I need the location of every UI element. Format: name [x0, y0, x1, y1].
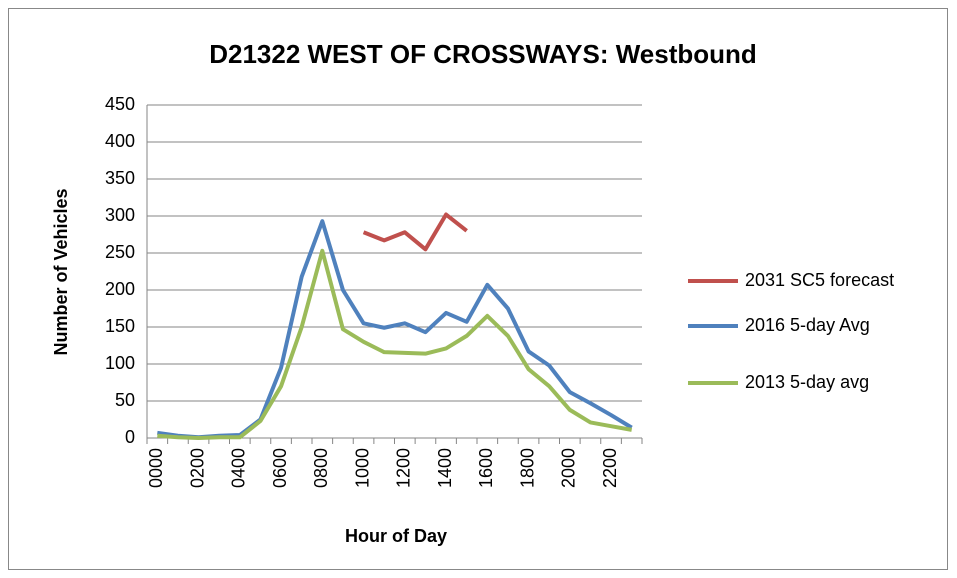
legend-label: 2031 SC5 forecast [745, 270, 894, 290]
series-line [157, 219, 633, 440]
y-tick-label: 450 [105, 94, 135, 114]
y-tick-label: 50 [115, 390, 135, 410]
chart-border [8, 8, 948, 570]
x-tick-label: 1200 [394, 448, 414, 488]
y-tick-label: 150 [105, 316, 135, 336]
y-tick-label: 350 [105, 168, 135, 188]
x-tick-label: 0000 [146, 448, 166, 488]
x-tick-label: 1000 [352, 448, 372, 488]
x-tick-label: 0200 [187, 448, 207, 488]
series-line [157, 248, 633, 440]
x-tick-label: 0400 [229, 448, 249, 488]
y-tick-label: 300 [105, 205, 135, 225]
y-tick-label: 100 [105, 353, 135, 373]
y-axis-title: Number of Vehicles [51, 188, 71, 355]
y-tick-label: 200 [105, 279, 135, 299]
x-tick-label: 0600 [270, 448, 290, 488]
y-tick-label: 250 [105, 242, 135, 262]
x-tick-label: 1800 [517, 448, 537, 488]
x-tick-label: 1400 [435, 448, 455, 488]
series-line [362, 212, 468, 252]
x-tick-label: 0800 [311, 448, 331, 488]
x-axis-title: Hour of Day [345, 526, 447, 546]
y-tick-label: 400 [105, 131, 135, 151]
x-tick-label: 2200 [600, 448, 620, 488]
legend-label: 2013 5-day avg [745, 372, 869, 392]
x-tick-label: 1600 [476, 448, 496, 488]
x-tick-label: 2000 [559, 448, 579, 488]
legend-label: 2016 5-day Avg [745, 315, 870, 335]
chart-title: D21322 WEST OF CROSSWAYS: Westbound [209, 39, 757, 69]
y-tick-label: 0 [125, 427, 135, 447]
